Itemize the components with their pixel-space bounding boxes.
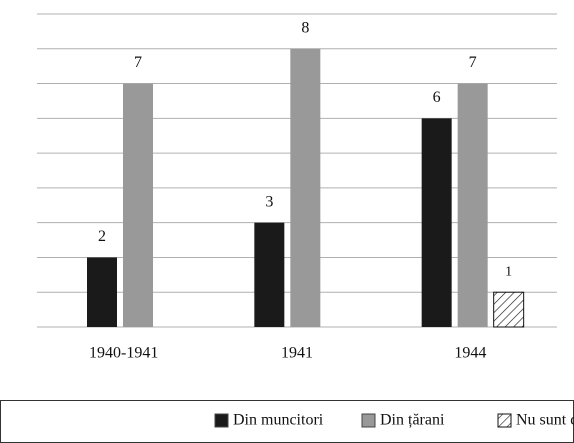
x-tick-label: 1941 (281, 345, 313, 362)
bar (421, 118, 452, 327)
bar (87, 257, 117, 327)
legend-label: Nu sunt date (516, 412, 574, 429)
legend-label: Din țărani (380, 412, 445, 429)
value-label: 7 (134, 54, 142, 71)
bar (290, 48, 321, 328)
x-tick-label: 1940-1941 (89, 345, 158, 362)
legend-swatch (497, 413, 512, 428)
value-label: 2 (98, 228, 106, 245)
x-tick-label: 1944 (454, 345, 486, 362)
value-label: 6 (433, 89, 441, 106)
bar (123, 83, 153, 327)
legend-swatch (214, 413, 229, 428)
value-label: 8 (301, 19, 309, 36)
bar (457, 83, 488, 327)
value-label: 3 (265, 193, 273, 210)
bar (254, 222, 285, 327)
bar (493, 291, 525, 328)
value-label: 1 (505, 264, 512, 279)
legend-swatch (361, 413, 376, 428)
legend-label: Din muncitori (233, 412, 324, 429)
value-label: 7 (469, 54, 477, 71)
